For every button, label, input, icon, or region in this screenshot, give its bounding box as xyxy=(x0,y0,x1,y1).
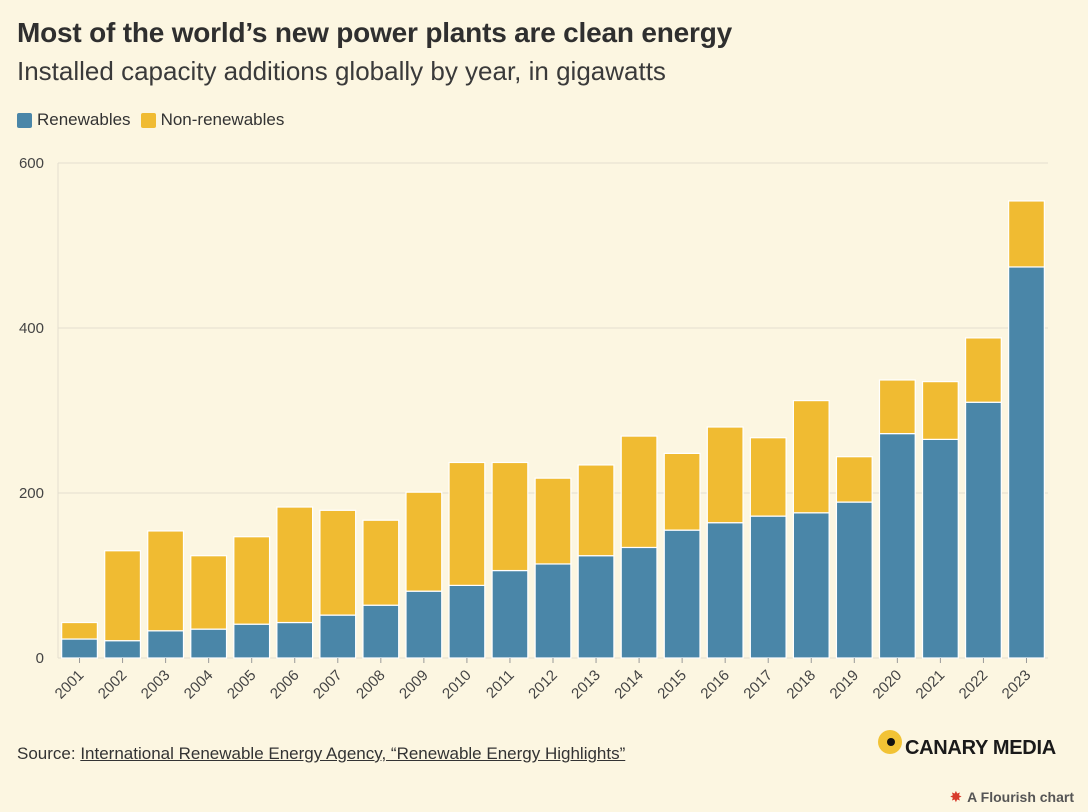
bar-non-renewables[interactable] xyxy=(405,491,443,592)
x-tick-label: 2005 xyxy=(224,667,260,703)
x-tick-label: 2004 xyxy=(181,667,217,703)
bar-non-renewables[interactable] xyxy=(792,400,830,514)
legend-swatch-non-renewables xyxy=(140,112,156,128)
x-tick-label: 2019 xyxy=(827,667,863,703)
bar-renewables[interactable] xyxy=(319,614,357,659)
chart-title: Most of the world’s new power plants are… xyxy=(17,17,732,48)
bar-renewables[interactable] xyxy=(534,563,572,659)
bar-renewables[interactable] xyxy=(1008,266,1045,659)
bar-non-renewables[interactable] xyxy=(663,452,701,531)
chart-subtitle: Installed capacity additions globally by… xyxy=(17,56,666,86)
flourish-icon: ✸ xyxy=(949,789,963,806)
x-tick-label: 2003 xyxy=(138,667,174,703)
bar-non-renewables[interactable] xyxy=(835,456,873,503)
x-tick-label: 2001 xyxy=(52,667,88,703)
legend-label-renewables: Renewables xyxy=(37,110,131,129)
bar-renewables[interactable] xyxy=(921,438,959,659)
bar-renewables[interactable] xyxy=(190,628,228,659)
bar-renewables[interactable] xyxy=(964,401,1002,659)
bar-non-renewables[interactable] xyxy=(362,519,400,606)
source-note: Source: International Renewable Energy A… xyxy=(17,744,625,764)
legend-item-renewables[interactable]: Renewables xyxy=(17,110,131,130)
bar-non-renewables[interactable] xyxy=(878,379,916,435)
bar-non-renewables[interactable] xyxy=(620,435,658,549)
bar-non-renewables[interactable] xyxy=(534,477,572,565)
y-tick-label: 0 xyxy=(36,650,44,667)
bar-renewables[interactable] xyxy=(276,621,314,659)
bar-renewables[interactable] xyxy=(663,529,701,659)
y-tick-label: 600 xyxy=(19,155,44,172)
bar-renewables[interactable] xyxy=(405,590,443,659)
bar-renewables[interactable] xyxy=(147,630,185,659)
bar-renewables[interactable] xyxy=(448,584,486,659)
bar-non-renewables[interactable] xyxy=(276,506,314,624)
bar-renewables[interactable] xyxy=(577,555,615,659)
canary-media-logo: CANARY MEDIA xyxy=(878,730,1056,760)
legend-label-non-renewables: Non-renewables xyxy=(160,110,285,129)
x-tick-label: 2015 xyxy=(654,667,690,703)
x-tick-label: 2017 xyxy=(740,667,776,703)
bar-renewables[interactable] xyxy=(835,501,873,659)
x-tick-label: 2020 xyxy=(870,667,906,703)
x-tick-label: 2021 xyxy=(913,667,949,703)
bar-renewables[interactable] xyxy=(491,569,529,659)
bar-non-renewables[interactable] xyxy=(964,337,1002,403)
x-tick-label: 2007 xyxy=(310,667,346,703)
x-tick-label: 2014 xyxy=(611,667,647,703)
bar-non-renewables[interactable] xyxy=(319,509,357,616)
source-prefix: Source: xyxy=(17,744,81,763)
bar-renewables[interactable] xyxy=(706,522,744,659)
bar-renewables[interactable] xyxy=(620,546,658,659)
bar-non-renewables[interactable] xyxy=(448,461,486,587)
brand-name: CANARY MEDIA xyxy=(905,736,1056,759)
bar-non-renewables[interactable] xyxy=(61,621,98,640)
x-tick-label: 2009 xyxy=(396,667,432,703)
bar-renewables[interactable] xyxy=(362,604,400,659)
bar-non-renewables[interactable] xyxy=(706,426,744,524)
x-tick-label: 2013 xyxy=(568,667,604,703)
bar-non-renewables[interactable] xyxy=(190,555,228,630)
flourish-credit[interactable]: ✸ A Flourish chart xyxy=(950,788,1074,806)
bar-non-renewables[interactable] xyxy=(104,550,142,642)
bar-non-renewables[interactable] xyxy=(233,536,271,625)
legend-swatch-renewables xyxy=(17,112,32,128)
canary-dot-icon xyxy=(878,730,902,754)
legend: Renewables Non-renewables xyxy=(17,110,294,130)
x-tick-label: 2008 xyxy=(353,667,389,703)
bar-renewables[interactable] xyxy=(233,623,271,659)
flourish-label: A Flourish chart xyxy=(967,789,1074,805)
x-tick-label: 2018 xyxy=(783,667,819,703)
x-tick-label: 2011 xyxy=(483,667,518,702)
bar-renewables[interactable] xyxy=(749,515,787,659)
bar-renewables[interactable] xyxy=(792,512,830,659)
y-tick-label: 400 xyxy=(19,320,44,337)
bar-non-renewables[interactable] xyxy=(749,437,787,517)
bar-renewables[interactable] xyxy=(104,640,142,659)
x-tick-label: 2022 xyxy=(956,667,992,703)
x-tick-label: 2023 xyxy=(999,667,1035,703)
bar-non-renewables[interactable] xyxy=(921,381,959,440)
x-tick-label: 2012 xyxy=(525,667,561,703)
x-tick-label: 2010 xyxy=(439,667,475,703)
x-tick-label: 2016 xyxy=(697,667,733,703)
bar-non-renewables[interactable] xyxy=(577,464,615,557)
x-tick-label: 2006 xyxy=(267,667,303,703)
bar-non-renewables[interactable] xyxy=(1008,200,1045,268)
bar-renewables[interactable] xyxy=(878,433,916,659)
y-tick-label: 200 xyxy=(19,485,44,502)
bar-non-renewables[interactable] xyxy=(147,530,185,632)
bar-non-renewables[interactable] xyxy=(491,461,529,572)
source-link[interactable]: International Renewable Energy Agency, “… xyxy=(80,744,626,763)
bar-renewables[interactable] xyxy=(61,638,98,659)
x-tick-label: 2002 xyxy=(95,667,131,703)
legend-item-non-renewables[interactable]: Non-renewables xyxy=(140,110,285,130)
